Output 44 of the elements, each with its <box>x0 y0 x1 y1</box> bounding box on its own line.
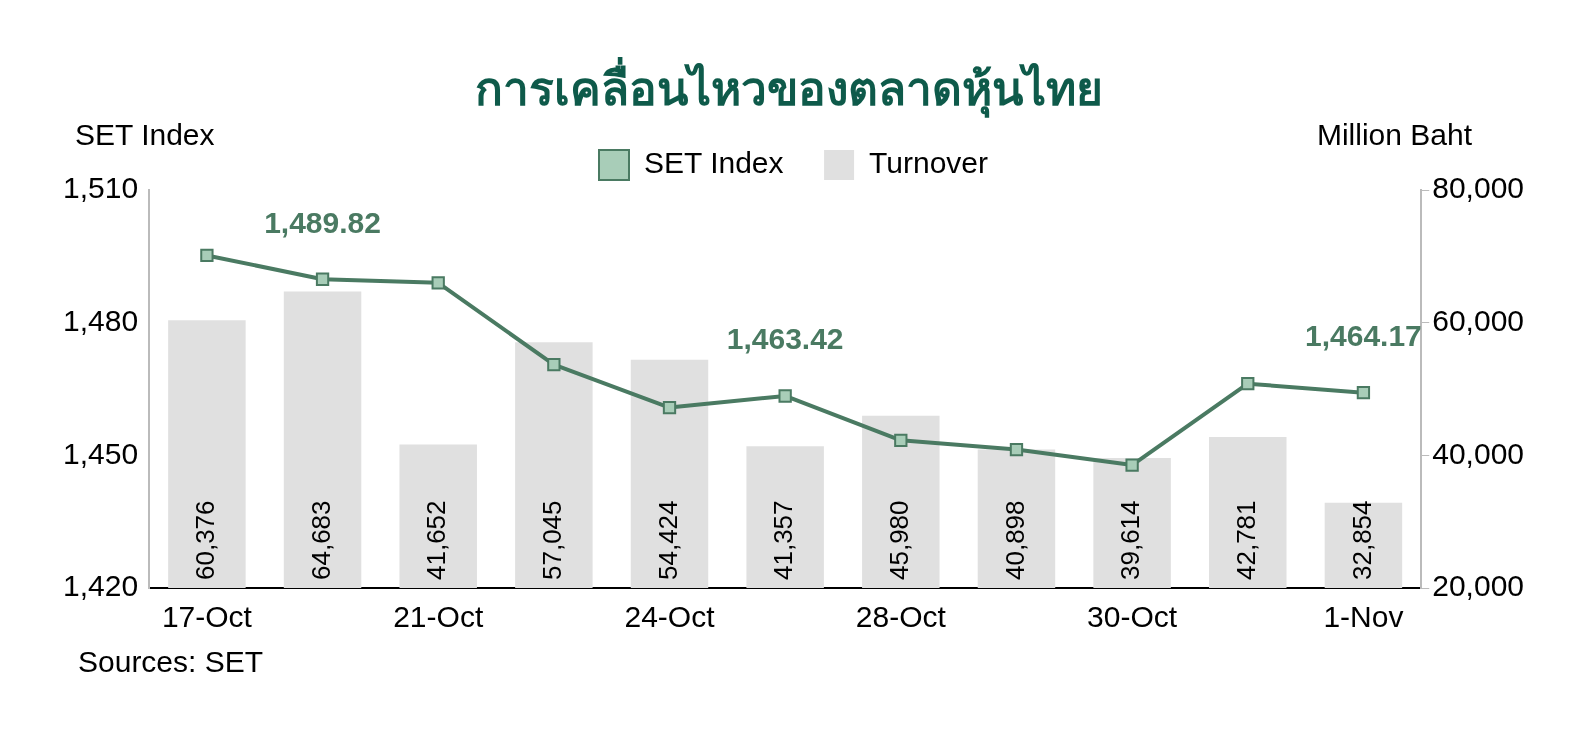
data-label: 54,424 <box>652 500 683 580</box>
data-label: 41,652 <box>421 500 452 580</box>
data-label: 41,357 <box>768 500 799 580</box>
source-note: Sources: SET <box>78 645 264 679</box>
x-tick-label: 28-Oct <box>855 600 947 634</box>
data-label: 1,463.42 <box>726 322 844 356</box>
data-label: 32,854 <box>1346 500 1377 580</box>
data-label: 42,781 <box>1230 500 1261 580</box>
point <box>315 272 330 286</box>
point <box>431 276 445 290</box>
data-label: 64,683 <box>305 500 336 580</box>
point <box>778 389 792 403</box>
y2-axis-title: Million Baht <box>1316 118 1472 152</box>
point <box>200 248 214 263</box>
data-label: 60,376 <box>190 500 221 580</box>
x-tick-label: 1-Nov <box>1323 600 1404 634</box>
x-tick-label: 21-Oct <box>393 600 484 634</box>
point <box>1125 458 1139 472</box>
x-tick-label: 17-Oct <box>161 600 253 634</box>
data-label: 1,489.82 <box>264 205 381 239</box>
data-label: 1,464.17 <box>1305 318 1422 352</box>
point <box>1241 377 1255 391</box>
legend-label: SET Index <box>644 146 784 180</box>
point <box>1356 386 1371 400</box>
y-tick-label: 1,450 <box>63 436 139 470</box>
y-tick-label: 1,420 <box>63 569 139 603</box>
data-label: 57,045 <box>537 500 568 580</box>
point <box>547 358 561 372</box>
x-tick-label: 24-Oct <box>624 600 716 634</box>
point <box>1009 442 1024 457</box>
y2-tick-label: 60,000 <box>1432 303 1525 337</box>
y-tick-label: 1,510 <box>63 171 139 205</box>
y2-tick-label: 20,000 <box>1432 569 1525 603</box>
data-label: 45,980 <box>883 500 914 580</box>
data-label: 40,898 <box>999 500 1030 580</box>
y2-tick-label: 40,000 <box>1432 436 1525 470</box>
x-tick-label: 30-Oct <box>1087 600 1178 634</box>
point <box>894 433 908 447</box>
y-axis-title: SET Index <box>75 118 215 152</box>
point <box>662 400 677 415</box>
data-label: 39,614 <box>1115 500 1146 580</box>
legend-label: Turnover <box>869 146 989 180</box>
y2-tick-label: 80,000 <box>1432 171 1525 205</box>
y-tick-label: 1,480 <box>63 303 139 337</box>
